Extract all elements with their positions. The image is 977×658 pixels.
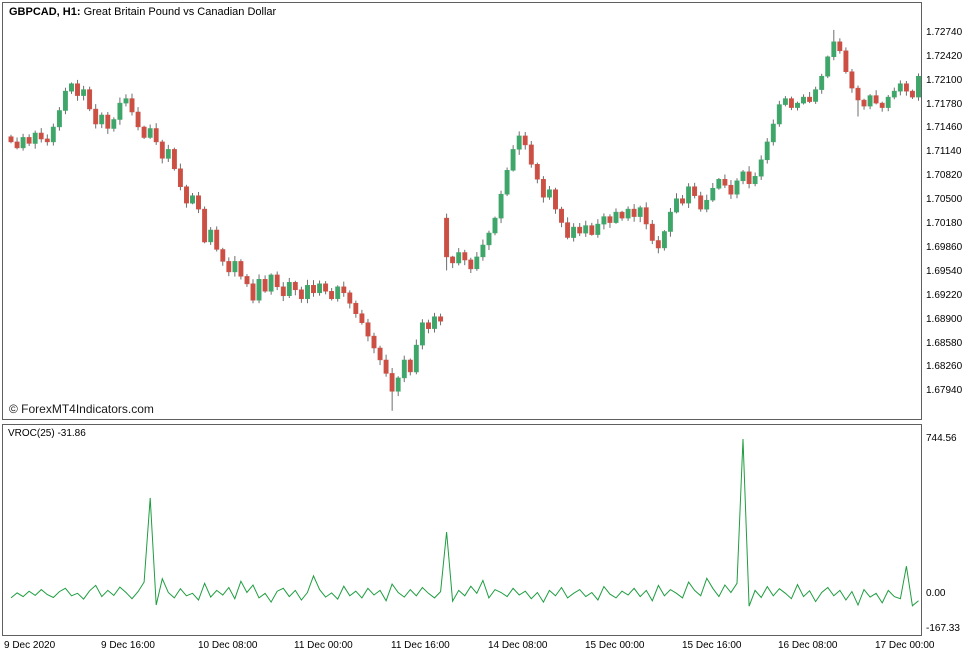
indicator-axis[interactable]: 744.56 0.00 -167.33	[926, 424, 976, 636]
vroc-plot[interactable]	[3, 425, 921, 635]
price-tick-label: 1.71460	[926, 122, 963, 133]
watermark: © ForexMT4Indicators.com	[9, 402, 154, 416]
price-tick-label: 1.68260	[926, 361, 963, 372]
price-tick-label: 1.69540	[926, 266, 963, 277]
price-tick-label: 1.70180	[926, 218, 963, 229]
time-tick-label: 16 Dec 08:00	[778, 640, 838, 651]
symbol-description: Great Britain Pound vs Canadian Dollar	[83, 6, 277, 18]
time-tick-label: 15 Dec 00:00	[585, 640, 645, 651]
price-tick-label: 1.69860	[926, 242, 963, 253]
indicator-label: VROC(25) -31.86	[8, 428, 86, 439]
indicator-tick-label: 0.00	[926, 588, 946, 599]
indicator-panel[interactable]: VROC(25) -31.86	[2, 424, 922, 636]
time-tick-label: 9 Dec 2020	[4, 640, 56, 651]
price-tick-label: 1.71140	[926, 146, 962, 157]
indicator-tick-label: 744.56	[926, 433, 957, 444]
price-chart-panel[interactable]: GBPCAD, H1: Great Britain Pound vs Canad…	[2, 2, 922, 420]
time-tick-label: 9 Dec 16:00	[101, 640, 155, 651]
price-tick-label: 1.71780	[926, 99, 963, 110]
price-tick-label: 1.68900	[926, 314, 963, 325]
time-tick-label: 10 Dec 08:00	[198, 640, 258, 651]
price-tick-label: 1.68580	[926, 338, 963, 349]
price-tick-label: 1.69220	[926, 290, 963, 301]
time-tick-label: 14 Dec 08:00	[488, 640, 548, 651]
time-tick-label: 11 Dec 00:00	[294, 640, 353, 651]
time-axis[interactable]: 9 Dec 2020 9 Dec 16:00 10 Dec 08:00 11 Dec …	[0, 639, 977, 657]
candlestick-plot[interactable]	[3, 3, 921, 419]
indicator-tick-label: -167.33	[926, 623, 960, 634]
price-tick-label: 1.70820	[926, 170, 963, 181]
price-tick-label: 1.70500	[926, 194, 963, 205]
price-axis[interactable]: 1.72740 1.72420 1.72100 1.71780 1.71460 1.711…	[926, 2, 976, 420]
symbol-title: GBPCAD, H1: Great Britain Pound vs Canad…	[9, 6, 276, 18]
symbol-name: GBPCAD, H1:	[9, 6, 81, 18]
price-tick-label: 1.67940	[926, 385, 963, 396]
time-tick-label: 15 Dec 16:00	[682, 640, 742, 651]
time-tick-label: 17 Dec 00:00	[875, 640, 935, 651]
price-tick-label: 1.72100	[926, 75, 963, 86]
price-tick-label: 1.72420	[926, 51, 963, 62]
time-tick-label: 11 Dec 16:00	[391, 640, 450, 651]
price-tick-label: 1.72740	[926, 27, 963, 38]
